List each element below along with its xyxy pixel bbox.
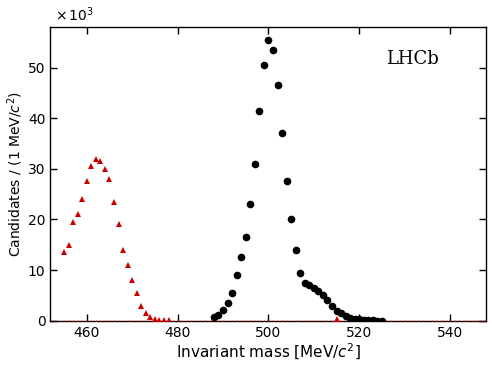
Text: LHCb: LHCb [386, 50, 439, 68]
X-axis label: Invariant mass [MeV/$c^2$]: Invariant mass [MeV/$c^2$] [176, 342, 361, 362]
Y-axis label: Candidates / (1 MeV/$c^2$): Candidates / (1 MeV/$c^2$) [5, 91, 25, 257]
Text: $\times\,10^3$: $\times\,10^3$ [55, 6, 94, 24]
